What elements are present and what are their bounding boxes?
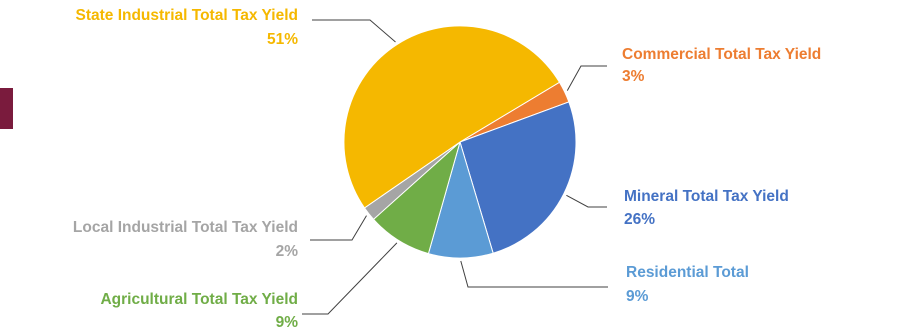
- slice-percent-local-industrial: 2%: [276, 243, 299, 260]
- slice-label-state-industrial: State Industrial Total Tax Yield: [75, 7, 298, 24]
- leader-lines: [302, 19, 608, 315]
- pie-slices: [343, 25, 577, 259]
- slice-label-agricultural: Agricultural Total Tax Yield: [100, 291, 298, 308]
- slice-percent-residential: 9%: [626, 288, 649, 305]
- leader-line-state-industrial: [312, 19, 396, 43]
- slice-percent-mineral: 26%: [624, 211, 655, 228]
- leader-line-mineral: [566, 194, 607, 208]
- slice-percent-agricultural: 9%: [276, 314, 299, 331]
- slice-label-local-industrial: Local Industrial Total Tax Yield: [73, 219, 298, 236]
- slice-percent-state-industrial: 51%: [267, 31, 298, 48]
- leader-line-local-industrial: [310, 215, 367, 241]
- slice-label-residential: Residential Total: [626, 264, 749, 281]
- leader-line-residential: [460, 260, 608, 288]
- slice-label-mineral: Mineral Total Tax Yield: [624, 188, 789, 205]
- pie-slice-state-industrial: [343, 25, 561, 209]
- pie-slice-mineral: [459, 101, 577, 254]
- slice-percent-commercial: 3%: [622, 68, 645, 85]
- cropped-edge-bar: [0, 88, 13, 129]
- leader-line-agricultural: [302, 242, 398, 315]
- slice-label-commercial: Commercial Total Tax Yield: [622, 46, 821, 63]
- leader-line-commercial: [566, 65, 607, 91]
